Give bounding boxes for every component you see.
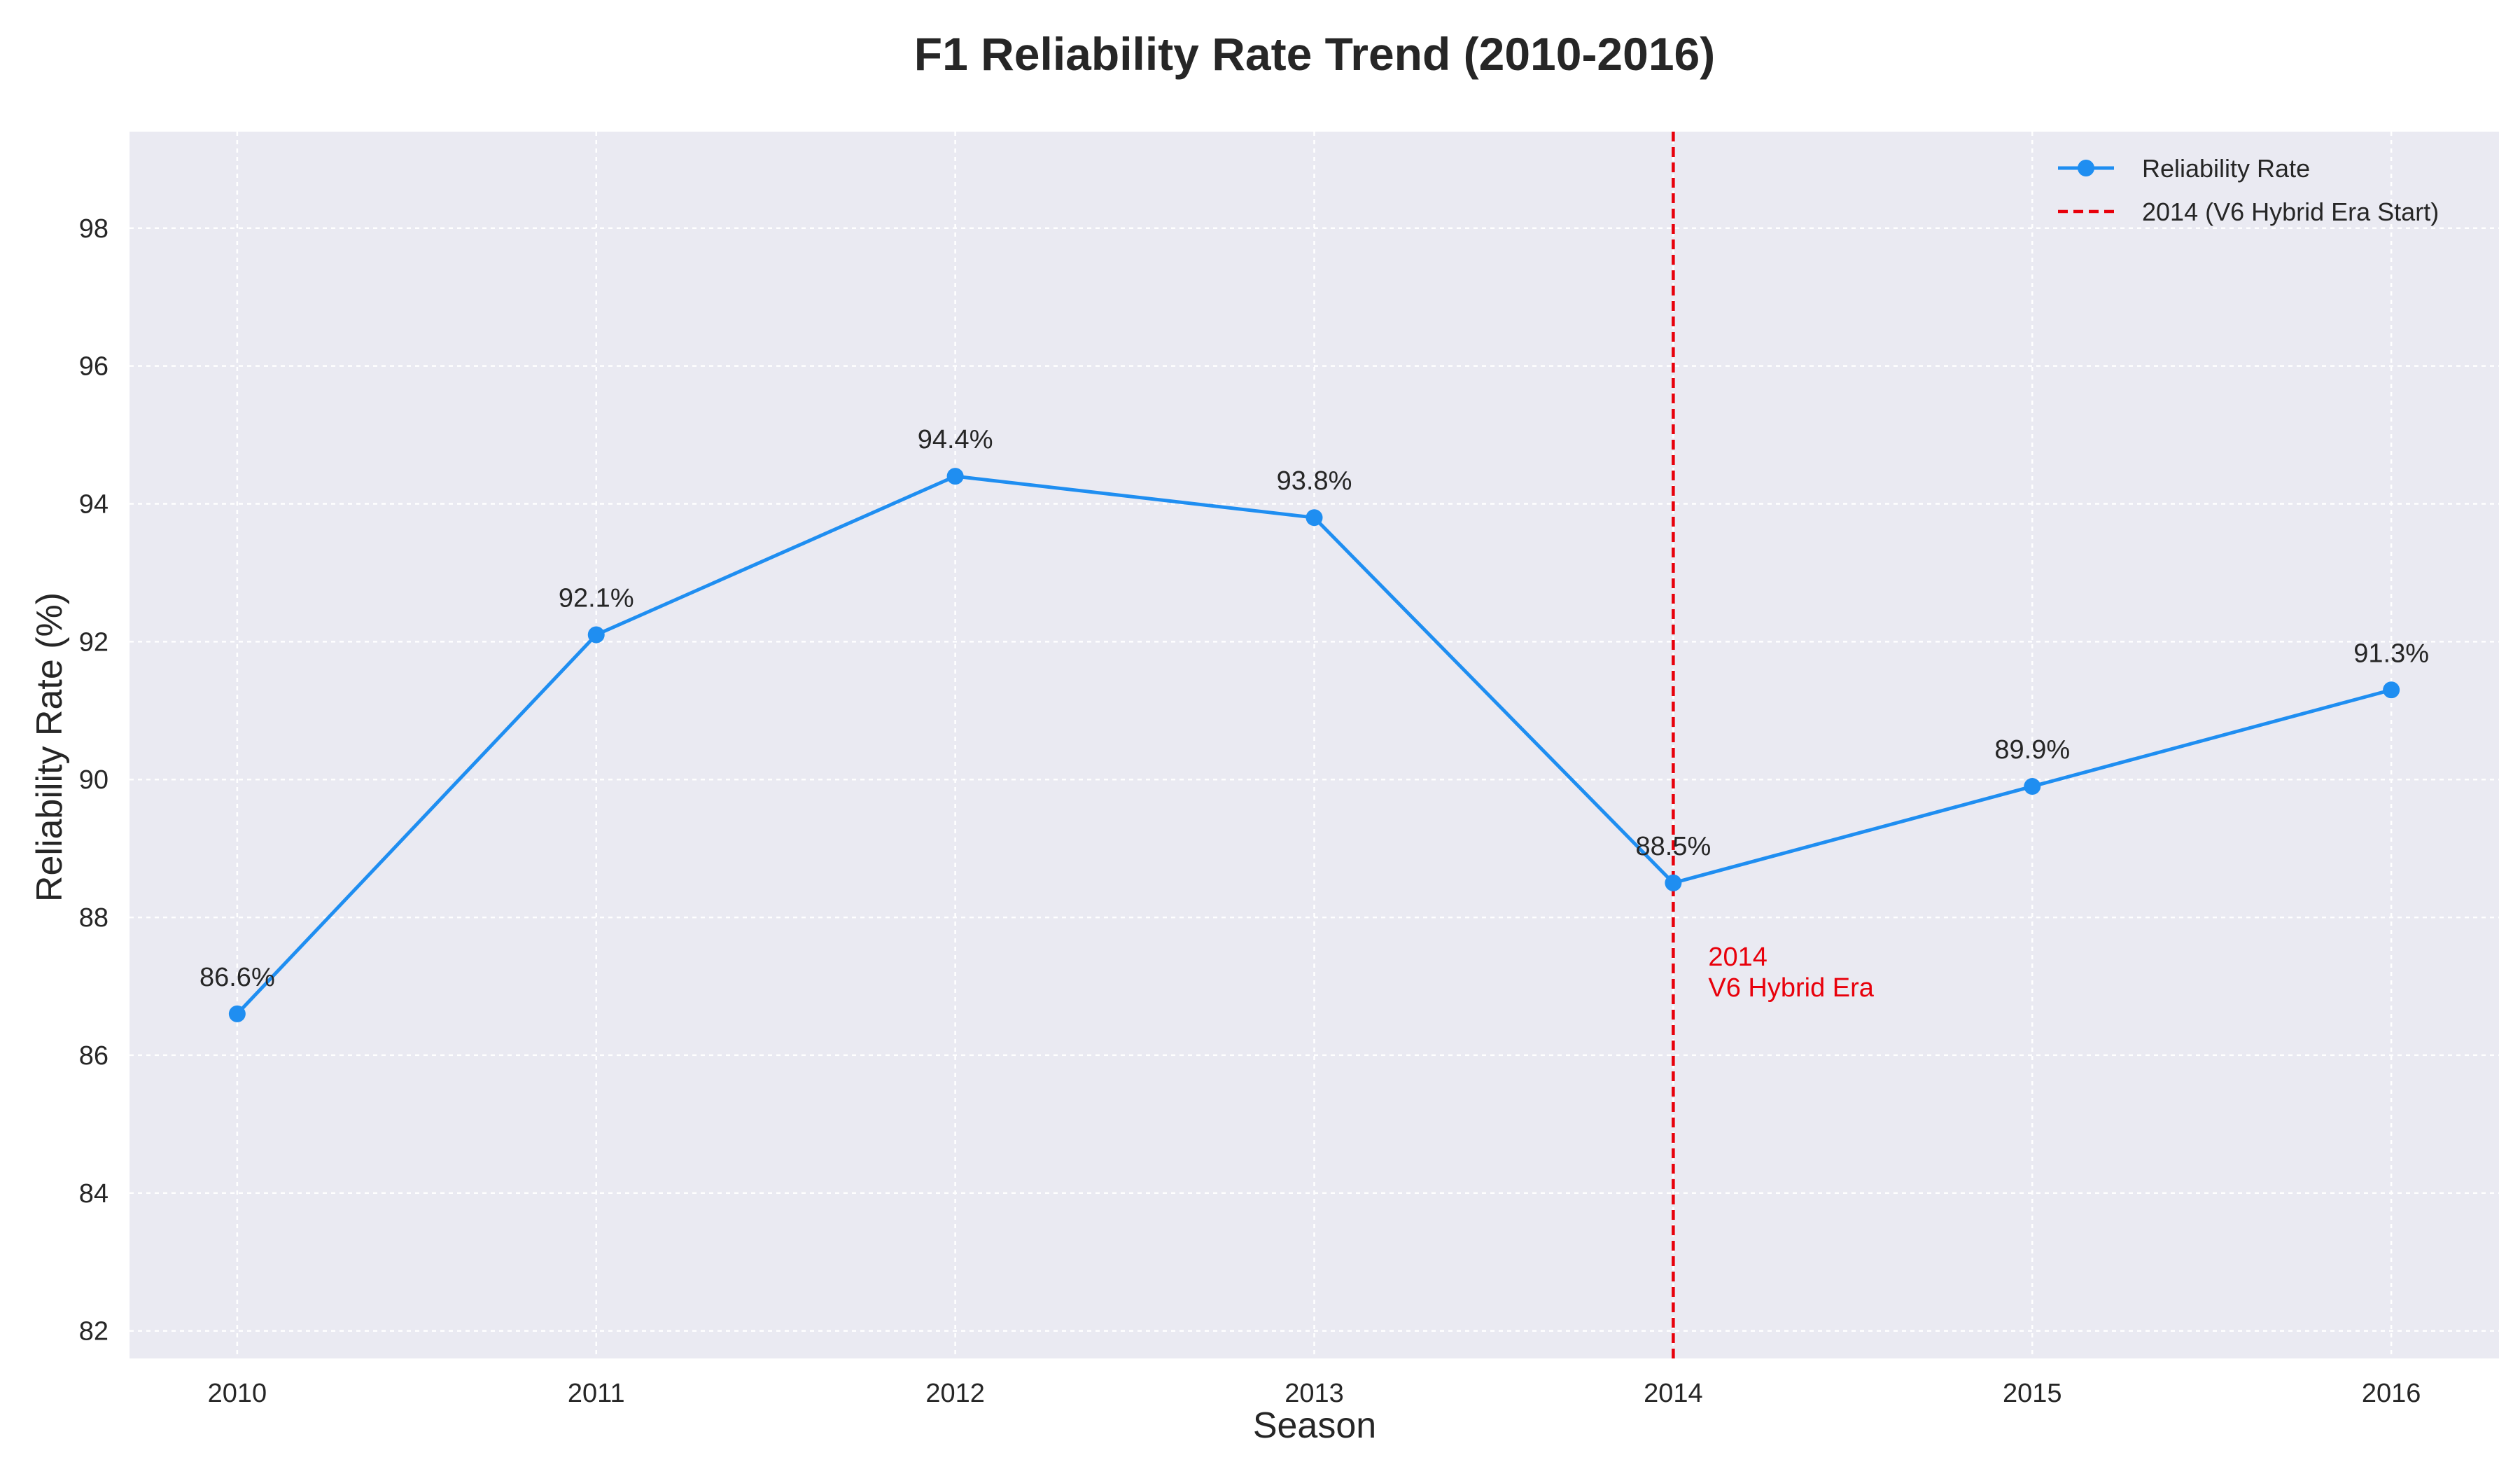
- y-tick-label: 92: [79, 627, 108, 657]
- x-axis-label: Season: [1253, 1405, 1376, 1446]
- data-label: 92.1%: [559, 584, 634, 613]
- data-point: [228, 1005, 246, 1022]
- data-label-group: 86.6% 92.1% 94.4% 93.8% 88.5% 89.9% 91.3%: [200, 425, 2429, 992]
- x-tick-label: 2015: [2003, 1379, 2062, 1408]
- y-tick-label: 96: [79, 352, 108, 382]
- x-tick-label: 2011: [568, 1379, 625, 1408]
- legend-series-label: Reliability Rate: [2142, 154, 2310, 183]
- data-label: 86.6%: [200, 963, 275, 992]
- x-tick-label: 2016: [2362, 1379, 2421, 1408]
- y-tick-label: 98: [79, 214, 108, 244]
- y-axis-label: Reliability Rate (%): [29, 592, 70, 902]
- data-point: [2024, 778, 2041, 795]
- data-point: [2383, 681, 2400, 699]
- data-point: [1665, 874, 1682, 891]
- data-point: [1306, 509, 1323, 527]
- grid-lines: [130, 132, 2499, 1358]
- data-label: 91.3%: [2353, 639, 2429, 668]
- data-label: 93.8%: [1277, 466, 1352, 496]
- y-tick-label: 82: [79, 1317, 108, 1347]
- reference-line-group: 2014 V6 Hybrid Era: [1672, 132, 1875, 1358]
- y-tick-label: 84: [79, 1179, 108, 1209]
- x-tick-label: 2010: [208, 1379, 267, 1408]
- y-tick-label: 88: [79, 903, 108, 933]
- y-tick-label: 94: [79, 490, 108, 520]
- y-tick-label: 86: [79, 1041, 108, 1071]
- legend: Reliability Rate 2014 (V6 Hybrid Era Star…: [2058, 154, 2439, 226]
- data-label: 88.5%: [1636, 832, 1712, 861]
- series-group: [228, 468, 2400, 1022]
- reference-annotation: 2014 V6 Hybrid Era: [1708, 943, 1874, 1003]
- legend-series-marker: [2078, 160, 2094, 176]
- data-label: 94.4%: [918, 425, 993, 454]
- x-tick-label: 2012: [925, 1379, 985, 1408]
- data-point: [587, 626, 605, 644]
- x-tick-label: 2013: [1284, 1379, 1344, 1408]
- reference-annotation-line: V6 Hybrid Era: [1708, 973, 1874, 1003]
- reference-annotation-line: 2014: [1708, 943, 1768, 972]
- chart-title: F1 Reliability Rate Trend (2010-2016): [914, 28, 1715, 80]
- data-point: [946, 468, 964, 485]
- data-label: 89.9%: [1994, 735, 2070, 765]
- y-tick-label: 90: [79, 765, 108, 795]
- legend-reference-label: 2014 (V6 Hybrid Era Start): [2142, 197, 2439, 226]
- x-tick-label: 2014: [1644, 1379, 1703, 1408]
